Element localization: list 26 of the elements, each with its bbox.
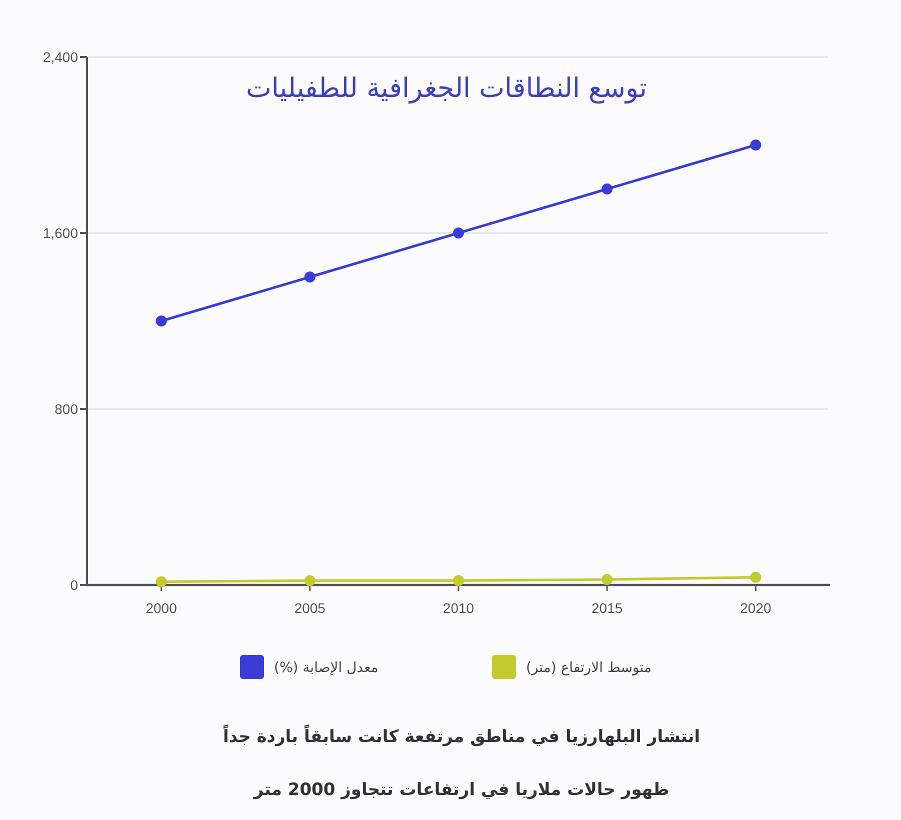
point [750, 140, 762, 150]
legend-item: متوسط الارتفاع (متر) [492, 655, 652, 679]
y-tick-label: 1,600 [42, 225, 78, 241]
x-tick-label: 2015 [592, 600, 623, 616]
point [453, 575, 464, 586]
legend-label: معدل الإصابة (%) [274, 660, 378, 676]
point [156, 316, 167, 326]
y-tick-label: 2,400 [42, 49, 78, 65]
x-tick-label: 2020 [740, 600, 772, 616]
point [304, 272, 316, 282]
point [602, 184, 613, 194]
point [156, 576, 167, 588]
x-tick-label: 2000 [146, 600, 178, 616]
legend-item: معدل الإصابة (%) [240, 655, 378, 679]
point [304, 575, 316, 586]
y-tick-label: 800 [54, 401, 78, 417]
text: ظهور حالات ملاريا في ارتفاعات تتجاوز 2000 متر [252, 780, 670, 800]
text: توسع النطاقات الجغرافية للطفيليات [246, 73, 647, 104]
point [602, 574, 613, 585]
x-tick-label: 2010 [442, 600, 474, 616]
y-tick-label: 0 [70, 577, 78, 593]
point [453, 228, 464, 238]
point [750, 572, 762, 583]
legend-label: متوسط الارتفاع (متر) [526, 660, 652, 676]
x-tick-label: 2005 [294, 600, 326, 616]
text: انتشار البلهارزيا في مناطق مرتفعة كانت سابقاً باردة جداً [222, 723, 700, 747]
